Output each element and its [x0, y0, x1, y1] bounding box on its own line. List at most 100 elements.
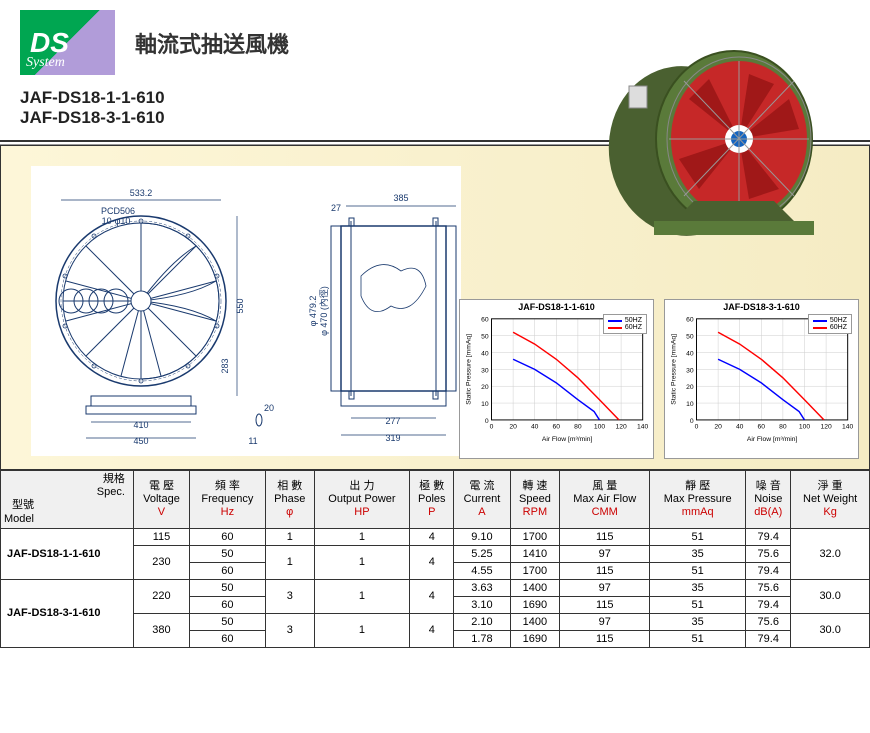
- cell: 97: [560, 545, 650, 562]
- cell: 1: [265, 528, 314, 545]
- svg-text:277: 277: [385, 416, 400, 426]
- svg-text:120: 120: [820, 424, 831, 431]
- cell: 60: [190, 596, 266, 613]
- column-header: 噪 音NoisedB(A): [746, 471, 791, 529]
- svg-text:10: 10: [481, 401, 489, 408]
- logo-main: DS: [30, 27, 69, 59]
- svg-text:60: 60: [686, 317, 694, 324]
- svg-text:20: 20: [686, 384, 694, 391]
- cell: 50: [190, 545, 266, 562]
- cell: 4: [410, 545, 454, 579]
- cell: 1410: [510, 545, 560, 562]
- page-title: 軸流式抽送風機: [135, 27, 289, 59]
- cell: 3.63: [454, 579, 510, 596]
- svg-text:140: 140: [842, 424, 853, 431]
- column-header: 極 數PolesP: [410, 471, 454, 529]
- content-panel: 533.2 PCD506 10-φ10 550 283 410 450 11 2…: [0, 145, 870, 470]
- svg-text:PCD506: PCD506: [101, 206, 135, 216]
- cell: 3: [265, 613, 314, 647]
- performance-chart: JAF-DS18-3-1-610010203040506002040608010…: [664, 299, 859, 459]
- svg-text:100: 100: [594, 424, 605, 431]
- technical-drawing: 533.2 PCD506 10-φ10 550 283 410 450 11 2…: [31, 166, 461, 456]
- chart-title: JAF-DS18-1-1-610: [460, 300, 653, 314]
- svg-text:50: 50: [481, 334, 489, 341]
- cell: 115: [560, 562, 650, 579]
- svg-text:Air Flow [m³/min]: Air Flow [m³/min]: [747, 436, 798, 443]
- svg-text:120: 120: [615, 424, 626, 431]
- column-header: 相 數Phaseφ: [265, 471, 314, 529]
- cell: 51: [650, 596, 746, 613]
- table-row: JAF-DS18-1-1-610115601149.1017001155179.…: [1, 528, 870, 545]
- performance-chart: JAF-DS18-1-1-610010203040506002040608010…: [459, 299, 654, 459]
- svg-text:40: 40: [531, 424, 539, 431]
- cell: 1400: [510, 579, 560, 596]
- svg-text:410: 410: [133, 420, 148, 430]
- svg-text:20: 20: [509, 424, 517, 431]
- svg-text:20: 20: [264, 403, 274, 413]
- cell: 75.6: [746, 545, 791, 562]
- svg-text:Static Pressure [mmAq]: Static Pressure [mmAq]: [465, 334, 472, 405]
- cell: 9.10: [454, 528, 510, 545]
- svg-text:0: 0: [485, 418, 489, 425]
- column-header: 頻 率FrequencyHz: [190, 471, 266, 529]
- svg-text:60: 60: [481, 317, 489, 324]
- cell: 30.0: [791, 613, 870, 647]
- cell: 115: [560, 596, 650, 613]
- chart-legend: 50HZ60HZ: [603, 314, 647, 334]
- svg-text:60: 60: [758, 424, 766, 431]
- cell: 51: [650, 528, 746, 545]
- svg-text:φ 479.2: φ 479.2: [308, 296, 318, 327]
- column-header: 淨 重Net WeightKg: [791, 471, 870, 529]
- cell: 30.0: [791, 579, 870, 613]
- cell: 5.25: [454, 545, 510, 562]
- svg-text:φ 470 (內徑): φ 470 (內徑): [318, 286, 329, 336]
- spec-table: 規格Spec.型號Model電 壓VoltageV頻 率FrequencyHz相…: [0, 470, 870, 648]
- svg-text:0: 0: [695, 424, 699, 431]
- cell: 1400: [510, 613, 560, 630]
- chart-legend: 50HZ60HZ: [808, 314, 852, 334]
- cell: 115: [133, 528, 189, 545]
- cell: 1: [314, 545, 409, 579]
- cell: 3: [265, 579, 314, 613]
- svg-text:Static Pressure [mmAq]: Static Pressure [mmAq]: [670, 334, 677, 405]
- cell: 4: [410, 613, 454, 647]
- svg-text:10: 10: [686, 401, 694, 408]
- cell: 4.55: [454, 562, 510, 579]
- svg-text:140: 140: [637, 424, 648, 431]
- cell: 35: [650, 545, 746, 562]
- svg-text:40: 40: [686, 350, 694, 357]
- column-header: 風 量Max Air FlowCMM: [560, 471, 650, 529]
- table-row: JAF-DS18-3-1-610220503143.631400973575.6…: [1, 579, 870, 596]
- cell: 97: [560, 579, 650, 596]
- svg-text:10-φ10: 10-φ10: [102, 216, 131, 226]
- cell: 230: [133, 545, 189, 579]
- cell: 380: [133, 613, 189, 647]
- svg-text:20: 20: [481, 384, 489, 391]
- cell: 32.0: [791, 528, 870, 579]
- cell: 115: [560, 528, 650, 545]
- svg-text:0: 0: [490, 424, 494, 431]
- cell: 75.6: [746, 579, 791, 596]
- svg-text:283: 283: [220, 358, 230, 373]
- cell: 35: [650, 613, 746, 630]
- cell: 1: [314, 579, 409, 613]
- svg-text:319: 319: [385, 433, 400, 443]
- column-header: 電 流CurrentA: [454, 471, 510, 529]
- cell: 115: [560, 630, 650, 647]
- svg-text:0: 0: [690, 418, 694, 425]
- column-header: 靜 壓Max PressuremmAq: [650, 471, 746, 529]
- svg-text:20: 20: [714, 424, 722, 431]
- column-header: 電 壓VoltageV: [133, 471, 189, 529]
- cell: 60: [190, 562, 266, 579]
- cell: 51: [650, 630, 746, 647]
- cell: 4: [410, 528, 454, 545]
- cell: 79.4: [746, 562, 791, 579]
- svg-text:30: 30: [686, 367, 694, 374]
- column-header: 出 力Output PowerHP: [314, 471, 409, 529]
- svg-text:Air Flow [m³/min]: Air Flow [m³/min]: [542, 436, 593, 443]
- cell: 1.78: [454, 630, 510, 647]
- svg-text:60: 60: [553, 424, 561, 431]
- cell: 50: [190, 613, 266, 630]
- svg-text:450: 450: [133, 436, 148, 446]
- svg-text:533.2: 533.2: [130, 188, 153, 198]
